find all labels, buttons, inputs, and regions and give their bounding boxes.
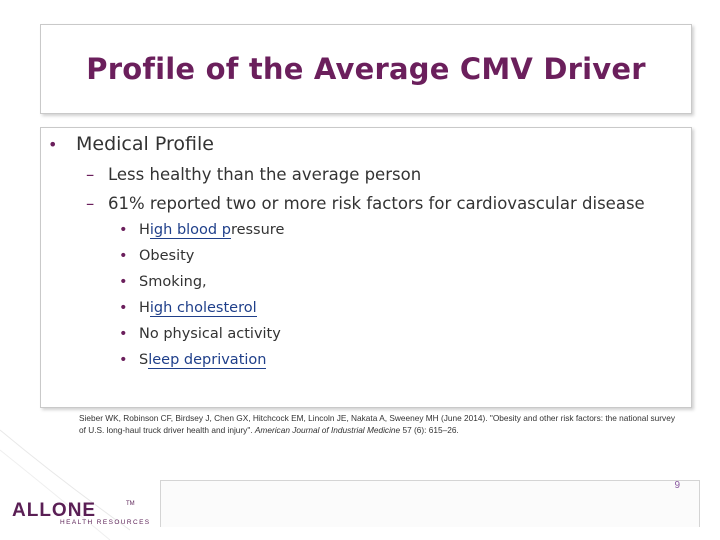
citation-main: Sieber WK, Robinson CF, Birdsey J, Chen … xyxy=(79,413,675,435)
risk-factor-item: • No physical activity xyxy=(119,326,281,342)
risk-link[interactable]: igh blood p xyxy=(149,222,231,239)
title-box: Profile of the Average CMV Driver xyxy=(40,24,692,114)
risk-link[interactable]: igh cholesterol xyxy=(149,300,257,317)
citation: Sieber WK, Robinson CF, Birdsey J, Chen … xyxy=(79,412,684,436)
logo-trademark: TM xyxy=(126,501,135,507)
risk-text-pre: H xyxy=(139,300,150,316)
decorative-swoosh xyxy=(0,429,130,540)
subpoint-1: – Less healthy than the average person xyxy=(86,165,421,184)
citation-journal: American Journal of Industrial Medicine xyxy=(254,425,401,435)
bullet-dot: • xyxy=(119,352,128,368)
risk-text-pre: H xyxy=(139,222,150,238)
bullet-dot: • xyxy=(119,326,128,342)
allone-logo: ALLONE TM HEALTH RESOURCES xyxy=(12,500,152,530)
risk-text-pre: S xyxy=(139,352,149,368)
bullet-medical-profile: • Medical Profile xyxy=(48,133,214,155)
bullet-dot: • xyxy=(48,135,58,154)
risk-factor-item: • Obesity xyxy=(119,248,194,264)
bullet-dot: • xyxy=(119,274,128,290)
risk-text: Obesity xyxy=(139,248,195,264)
risk-text: Smoking, xyxy=(139,274,207,290)
subpoint-text: Less healthy than the average person xyxy=(108,165,422,184)
page-number: 9 xyxy=(674,480,680,491)
logo-wordmark: ALLONE xyxy=(12,500,97,521)
slide-title: Profile of the Average CMV Driver xyxy=(86,52,646,86)
subpoint-text: 61% reported two or more risk factors fo… xyxy=(108,194,645,213)
risk-link[interactable]: leep deprivation xyxy=(148,352,267,369)
bullet-dot: • xyxy=(119,300,128,316)
content-box xyxy=(40,127,692,408)
risk-factor-item: • Smoking, xyxy=(119,274,207,290)
logo-subtitle: HEALTH RESOURCES xyxy=(60,519,151,526)
dash-marker: – xyxy=(86,165,95,184)
footer-bar xyxy=(160,480,700,527)
dash-marker: – xyxy=(86,194,95,213)
subpoint-2: – 61% reported two or more risk factors … xyxy=(86,194,645,213)
risk-text: No physical activity xyxy=(139,326,281,342)
bullet-dot: • xyxy=(119,222,128,238)
citation-tail: 57 (6): 615–26. xyxy=(400,425,459,435)
bullet-dot: • xyxy=(119,248,128,264)
bullet-label: Medical Profile xyxy=(76,133,214,155)
risk-text-post: ressure xyxy=(230,222,285,238)
